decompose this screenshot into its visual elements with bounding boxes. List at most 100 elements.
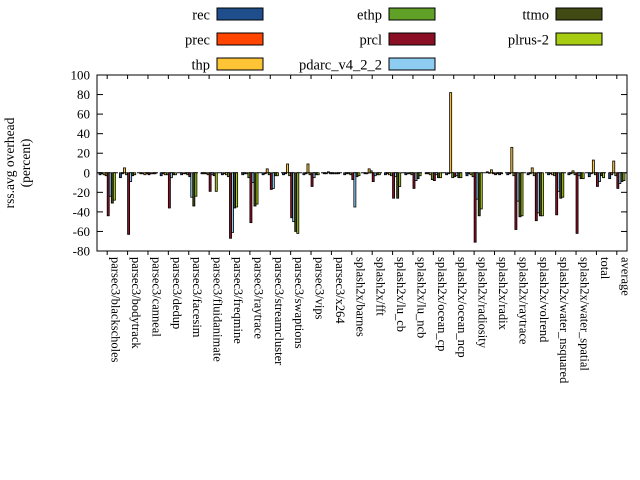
legend-label-ethp: ethp	[357, 8, 382, 24]
bar-prcl	[167, 172, 171, 209]
bar-plrus-2	[479, 172, 483, 210]
bar-prcl	[473, 172, 477, 243]
bar-plrus-2	[622, 172, 626, 181]
x-tick-label: splash2x/water_spatial	[578, 257, 592, 371]
x-tick-label: splash2x/barnes	[353, 257, 367, 337]
x-tick-label: parsec3/bodytrack	[129, 257, 143, 349]
bar-plrus-2	[296, 172, 300, 234]
x-tick-label: splash2x/lu_cb	[394, 257, 408, 332]
bar-prcl	[555, 172, 559, 216]
bar-prcl	[310, 172, 314, 187]
legend-label-prec: prec	[185, 33, 210, 49]
y-tick-label: -20	[73, 185, 90, 200]
bar-plrus-2	[602, 172, 605, 179]
x-tick-label: parsec3/x264	[333, 257, 347, 324]
bar-thp	[326, 171, 330, 174]
legend-swatch-ethp	[388, 7, 436, 21]
bar-plrus-2	[112, 172, 116, 201]
x-tick-label: parsec3/vips	[313, 257, 327, 320]
bar-thp	[123, 167, 126, 174]
x-tick-label: splash2x/lu_ncb	[414, 257, 428, 338]
y-tick-label: 20	[77, 146, 90, 161]
bar-plrus-2	[133, 172, 137, 176]
legend-label-rec: rec	[192, 8, 210, 24]
x-tick-label: average	[618, 257, 632, 296]
legend-label-thp: thp	[191, 58, 210, 74]
legend-swatch-prec	[216, 32, 264, 46]
y-axis-label-line1: rss.avg overhead	[2, 117, 17, 208]
y-tick-label: 60	[77, 107, 90, 122]
bar-plrus-2	[174, 172, 177, 176]
legend-label-prcl: prcl	[359, 33, 382, 49]
y-axis-label-line2: (percent)	[18, 139, 33, 188]
bar-plrus-2	[418, 172, 422, 177]
bar-plrus-2	[439, 172, 442, 179]
bar-plrus-2	[153, 172, 157, 175]
x-tick-label: splash2x/radix	[496, 257, 510, 331]
bar-prcl	[127, 172, 131, 235]
bar-thp	[286, 163, 290, 174]
legend-swatch-prcl	[388, 32, 436, 46]
x-tick-label: splash2x/radiosity	[476, 257, 490, 349]
y-tick-label: 80	[77, 87, 90, 102]
plot-frame	[96, 74, 628, 252]
bar-plrus-2	[520, 172, 524, 217]
legend-swatch-plrus-2	[555, 32, 603, 46]
bar-ethp	[369, 170, 373, 174]
bar-prec	[304, 172, 308, 175]
bar-rec	[608, 172, 612, 180]
y-tick-label: 40	[77, 126, 90, 141]
bar-pdarc_v4_2_2	[353, 172, 357, 208]
bar-thp	[612, 160, 616, 174]
bar-prcl	[208, 172, 212, 192]
bar-rec	[587, 172, 591, 178]
x-tick-label: splash2x/water_nsquared	[557, 257, 571, 384]
bar-prec	[263, 172, 267, 175]
x-tick-label: parsec3/blackscholes	[109, 257, 123, 363]
x-tick-label: splash2x/ocean_ncp	[455, 257, 469, 358]
bar-plrus-2	[214, 172, 218, 192]
bar-pdarc_v4_2_2	[598, 172, 601, 182]
y-tick-label: 0	[84, 165, 91, 180]
x-tick-label: splash2x/ocean_cp	[435, 257, 449, 351]
y-tick-label: -80	[73, 244, 90, 259]
bar-plrus-2	[377, 172, 381, 176]
bar-prec	[284, 172, 287, 175]
x-tick-label: parsec3/raytrace	[251, 257, 265, 339]
bar-prec	[324, 172, 328, 175]
x-tick-label: parsec3/dedup	[170, 257, 184, 329]
y-tick-label: 100	[71, 68, 91, 83]
bar-prec	[121, 172, 124, 175]
bar-thp	[571, 170, 575, 174]
bar-thp	[265, 168, 269, 174]
x-tick-label: splash2x/raytrace	[516, 257, 530, 345]
bar-rec	[485, 171, 489, 174]
bar-plrus-2	[194, 172, 198, 197]
x-tick-label: parsec3/swaptions	[292, 257, 306, 349]
bar-plrus-2	[275, 172, 279, 177]
bar-thp	[510, 146, 514, 174]
legend-label-ttmo: ttmo	[522, 8, 549, 24]
bar-plrus-2	[540, 172, 544, 217]
x-tick-label: splash2x/fft	[374, 257, 388, 316]
bar-thp	[530, 167, 534, 174]
legend-swatch-pdarc_v4_2_2	[388, 57, 436, 71]
bar-plrus-2	[459, 172, 463, 179]
bar-pdarc_v4_2_2	[169, 172, 173, 179]
legend-swatch-rec	[216, 7, 264, 21]
legend-label-pdarc_v4_2_2: pdarc_v4_2_2	[299, 58, 382, 74]
bar-prec	[528, 172, 532, 175]
bar-prcl	[432, 172, 436, 181]
bar-plrus-2	[561, 172, 565, 198]
bar-plrus-2	[337, 172, 340, 175]
bar-prec	[365, 172, 369, 175]
bar-prec	[610, 172, 614, 176]
bar-plrus-2	[316, 172, 320, 176]
y-tick-label: -40	[73, 204, 90, 219]
bar-plrus-2	[235, 172, 239, 208]
bar-prec	[447, 172, 451, 175]
bar-prec	[569, 172, 573, 175]
x-tick-label: total	[598, 257, 612, 280]
